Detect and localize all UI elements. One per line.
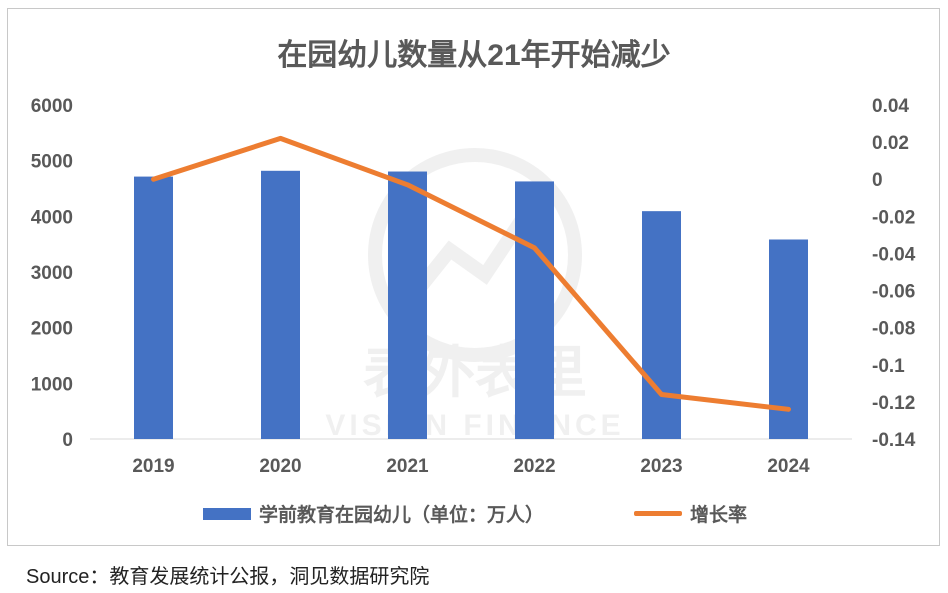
x-tick-label: 2021	[386, 456, 429, 477]
growth-rate-line	[151, 135, 791, 412]
bar-2022	[515, 181, 554, 439]
legend-label-bar: 学前教育在园幼儿（单位：万人）	[259, 505, 545, 526]
y-left-tick-label: 6000	[31, 96, 73, 117]
x-tick-label: 2019	[132, 456, 174, 477]
y-right-tick-label: -0.04	[872, 244, 916, 265]
legend: 学前教育在园幼儿（单位：万人） 增长率	[0, 500, 948, 530]
y-right-tick-label: -0.14	[872, 430, 916, 451]
bar-2019	[134, 176, 173, 439]
x-tick-label: 2022	[513, 456, 555, 477]
x-tick-label: 2023	[640, 456, 682, 477]
legend-item-line: 增长率	[634, 500, 747, 527]
watermark-en: VISION FINANCE	[325, 409, 624, 442]
legend-swatch-line	[634, 511, 682, 516]
legend-swatch-bar	[203, 507, 251, 520]
y-right-tick-label: 0.02	[872, 133, 909, 154]
y-left-tick-label: 1000	[31, 374, 73, 395]
bar-2021	[388, 171, 427, 439]
legend-item-bar: 学前教育在园幼儿（单位：万人）	[203, 500, 544, 527]
legend-label-line: 增长率	[690, 505, 748, 526]
source-note: Source：教育发展统计公报，洞见数据研究院	[26, 566, 430, 588]
y-right-tick-label: -0.06	[872, 282, 915, 303]
bar-2023	[642, 211, 681, 439]
y-right-tick-label: -0.02	[872, 207, 915, 228]
y-left-tick-label: 3000	[31, 263, 73, 284]
x-tick-label: 2024	[767, 456, 810, 477]
y-right-tick-label: -0.12	[872, 393, 915, 414]
y-left-tick-label: 0	[62, 430, 73, 451]
y-right-tick-label: 0	[872, 170, 883, 191]
y-right-tick-label: -0.08	[872, 319, 915, 340]
y-left-tick-label: 5000	[31, 152, 73, 173]
y-right-tick-label: -0.1	[872, 356, 905, 377]
y-right-tick-label: 0.04	[872, 96, 909, 117]
bar-2020	[261, 170, 300, 439]
chart-title: 在园幼儿数量从21年开始减少	[277, 39, 671, 72]
y-left-tick-label: 2000	[31, 319, 73, 340]
x-tick-label: 2020	[259, 456, 301, 477]
y-left-tick-label: 4000	[31, 207, 73, 228]
